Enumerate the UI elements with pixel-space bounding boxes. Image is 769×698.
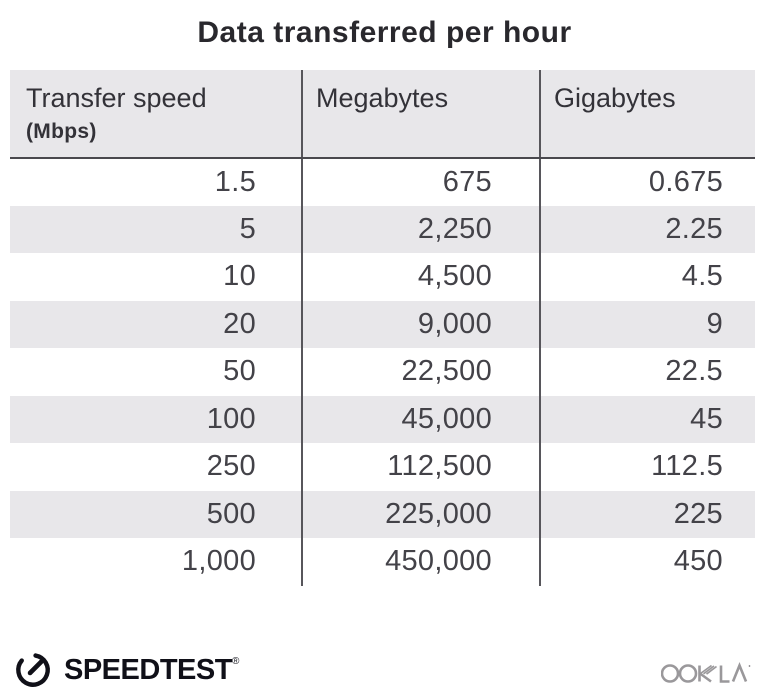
header-mbps-sublabel: (Mbps) <box>26 119 97 143</box>
ookla-wordmark-icon <box>660 662 751 683</box>
table-row: 100 45,000 45 <box>10 395 755 443</box>
cell-speed: 50 <box>223 355 256 388</box>
ookla-logo: OOKLA <box>660 653 757 690</box>
cell-speed: 5 <box>10 205 302 253</box>
cell-megabytes: 675 <box>301 158 540 206</box>
table-row: 500 225,000 225 <box>10 490 755 538</box>
cell-gigabytes: 45 <box>539 395 755 443</box>
cell-gigabytes: 2.25 <box>539 205 755 253</box>
cell-megabytes: 22,500 <box>301 348 540 396</box>
header-row: Transfer speed (Mbps) Megabytes Gigabyte… <box>10 70 755 159</box>
table-row: 50 22,500 22.5 <box>10 348 755 396</box>
cell-gigabytes: 225 <box>539 490 755 538</box>
cell-gigabytes: 9 <box>539 300 755 348</box>
header-transfer-speed-label: Transfer speed <box>26 83 207 113</box>
table-row: 250 112,500 112.5 <box>10 443 755 491</box>
cell-gigabytes: 22.5 <box>539 348 755 396</box>
table-row: 20 9,000 9 <box>10 300 755 348</box>
table-row: 1.5 675 0.675 <box>10 158 755 206</box>
table-body: 1.5 675 0.675 5 2,250 2.25 10 4,500 4.5 … <box>10 158 755 586</box>
cell-speed: 20 <box>10 300 302 348</box>
data-table: Transfer speed (Mbps) Megabytes Gigabyte… <box>10 70 755 586</box>
footer: SPEEDTEST® OOKLA <box>0 640 769 698</box>
speedtest-wordmark: SPEEDTEST® <box>64 654 239 687</box>
cell-speed: 1,000 <box>181 545 256 578</box>
cell-gigabytes: 112.5 <box>539 443 755 491</box>
header-megabytes: Megabytes <box>301 70 540 159</box>
cell-gigabytes: 450 <box>539 538 755 586</box>
table-header: Transfer speed (Mbps) Megabytes Gigabyte… <box>10 70 755 159</box>
cell-speed: 100 <box>10 395 302 443</box>
header-transfer-speed: Transfer speed (Mbps) <box>10 70 302 159</box>
speedtest-label: SPEEDTEST <box>64 653 232 686</box>
cell-megabytes: 112,500 <box>301 443 540 491</box>
speedtest-gauge-icon <box>16 653 50 687</box>
table-row: 1,000 450,000 450 <box>10 538 755 586</box>
cell-megabytes: 225,000 <box>301 490 540 538</box>
cell-megabytes: 450,000 <box>301 538 540 586</box>
cell-speed: 10 <box>223 260 256 293</box>
cell-speed: 250 <box>206 450 256 483</box>
cell-megabytes: 45,000 <box>301 395 540 443</box>
cell-gigabytes: 0.675 <box>539 158 755 206</box>
cell-megabytes: 4,500 <box>301 253 540 301</box>
page-title: Data transferred per hour <box>197 16 572 49</box>
cell-speed: 1.5 <box>214 165 256 198</box>
cell-speed: 500 <box>10 490 302 538</box>
cell-megabytes: 9,000 <box>301 300 540 348</box>
header-gigabytes: Gigabytes <box>539 70 755 159</box>
cell-megabytes: 2,250 <box>301 205 540 253</box>
cell-gigabytes: 4.5 <box>539 253 755 301</box>
speedtest-logo: SPEEDTEST® <box>12 649 239 691</box>
table-row: 10 4,500 4.5 <box>10 253 755 301</box>
table-row: 5 2,250 2.25 <box>10 205 755 253</box>
data-table-container: Transfer speed (Mbps) Megabytes Gigabyte… <box>10 70 755 586</box>
speedtest-trademark: ® <box>231 655 239 667</box>
